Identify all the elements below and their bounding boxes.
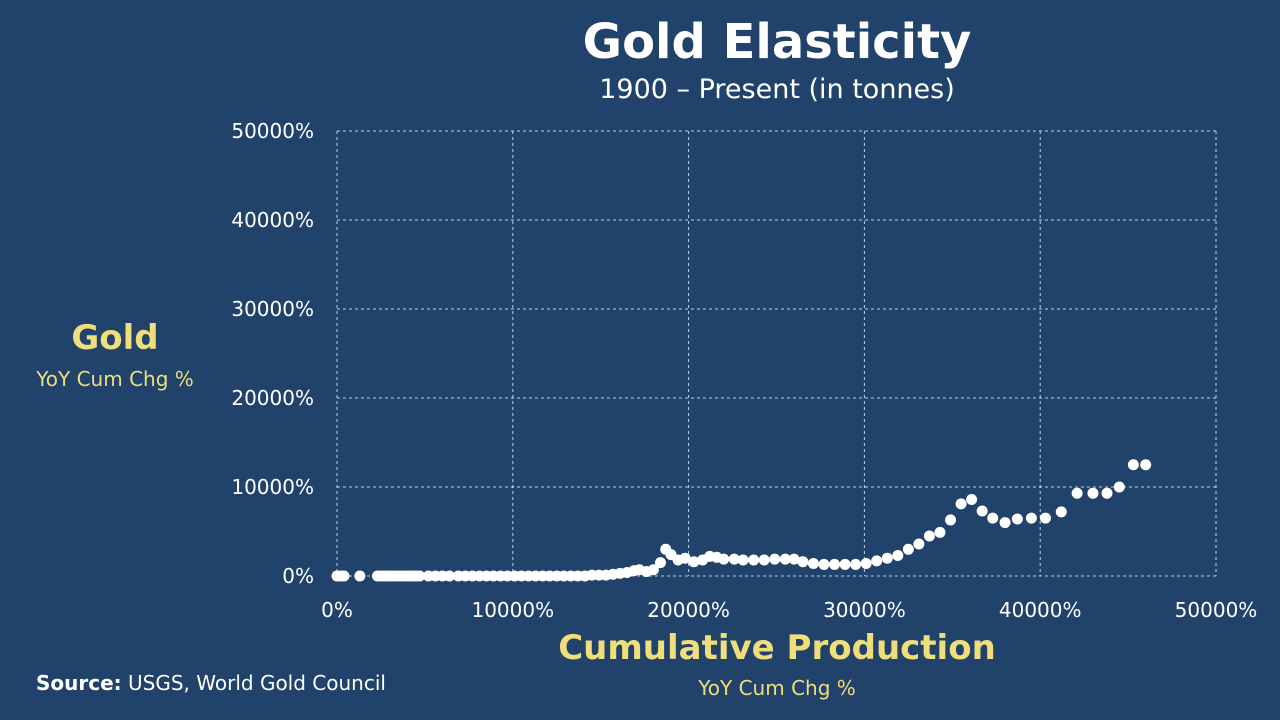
data-point — [444, 570, 456, 582]
data-point — [892, 550, 904, 562]
data-point — [999, 517, 1011, 529]
data-point — [1011, 513, 1023, 525]
data-point — [758, 554, 770, 566]
data-point — [688, 556, 700, 568]
x-tick-label: 20000% — [647, 598, 730, 622]
x-tick-label: 50000% — [1175, 598, 1258, 622]
data-point — [1039, 512, 1051, 524]
x-tick-label: 40000% — [999, 598, 1082, 622]
data-point — [797, 556, 809, 568]
source-note: Source: USGS, World Gold Council — [36, 671, 386, 695]
y-tick-label: 50000% — [231, 119, 314, 143]
data-point — [976, 505, 988, 517]
chart-subtitle: 1900 – Present (in tonnes) — [599, 74, 955, 105]
data-point — [338, 570, 350, 582]
y-tick-label: 40000% — [231, 208, 314, 232]
data-point — [818, 558, 830, 570]
data-point — [748, 554, 760, 566]
data-point — [1127, 459, 1139, 471]
x-tick-label: 0% — [321, 598, 353, 622]
data-point — [860, 558, 872, 570]
data-point — [1113, 481, 1125, 493]
data-point — [1101, 487, 1113, 499]
data-point — [1140, 459, 1152, 471]
chart-title: Gold Elasticity — [582, 14, 972, 70]
data-point — [955, 498, 967, 510]
data-point — [913, 538, 925, 550]
data-point — [881, 552, 893, 564]
y-axis-label: Gold — [71, 318, 159, 358]
data-point — [923, 530, 935, 542]
x-axis-sublabel: YoY Cum Chg % — [698, 676, 856, 700]
data-point — [1087, 487, 1099, 499]
source-label: Source: — [36, 671, 122, 695]
data-point — [945, 514, 957, 526]
data-point — [871, 555, 883, 567]
data-point — [850, 558, 862, 570]
data-point — [718, 553, 730, 565]
source-text: USGS, World Gold Council — [128, 671, 386, 695]
data-point — [839, 558, 851, 570]
data-point — [769, 553, 781, 565]
data-point — [829, 558, 841, 570]
data-point — [987, 512, 999, 524]
x-axis-label: Cumulative Production — [558, 628, 996, 668]
x-tick-label: 10000% — [471, 598, 554, 622]
data-point — [934, 526, 946, 538]
data-point — [966, 493, 978, 505]
data-point — [807, 558, 819, 570]
y-axis-sublabel: YoY Cum Chg % — [36, 367, 194, 391]
data-point — [647, 564, 659, 576]
data-point — [728, 553, 740, 565]
data-point — [779, 553, 791, 565]
y-tick-label: 30000% — [231, 297, 314, 321]
y-tick-label: 10000% — [231, 475, 314, 499]
data-point — [414, 570, 426, 582]
data-point — [679, 552, 691, 564]
data-point — [1071, 487, 1083, 499]
data-point — [654, 557, 666, 569]
data-point — [1055, 506, 1067, 518]
x-tick-label: 30000% — [823, 598, 906, 622]
data-point — [788, 553, 800, 565]
data-point — [902, 543, 914, 555]
y-tick-label: 0% — [282, 564, 314, 588]
data-point — [354, 570, 366, 582]
data-point — [737, 554, 749, 566]
data-point — [1025, 512, 1037, 524]
y-tick-label: 20000% — [231, 386, 314, 410]
